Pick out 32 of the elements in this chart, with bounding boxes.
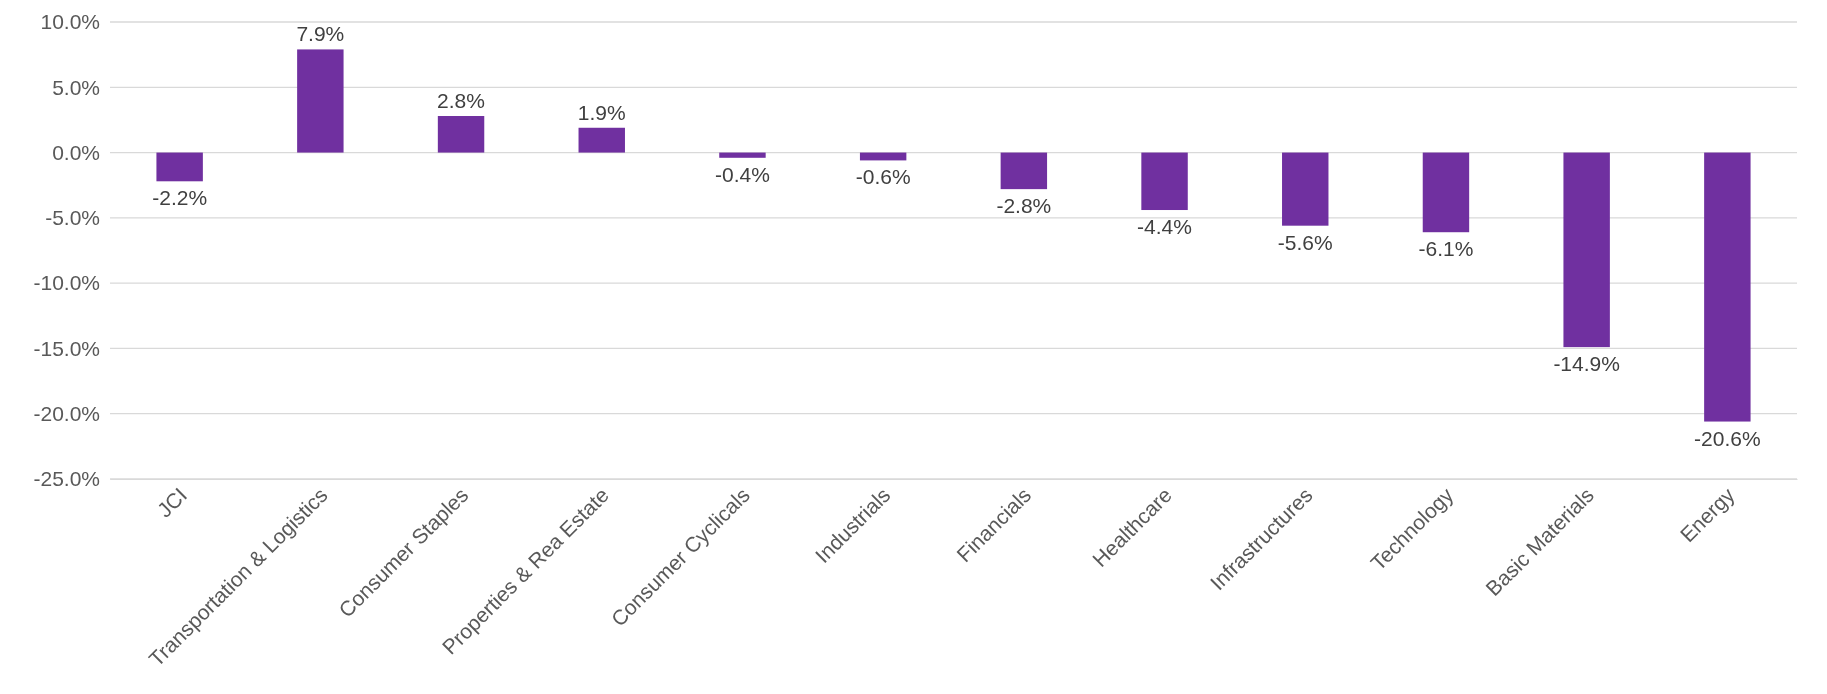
data-label: -0.6% bbox=[855, 165, 911, 189]
data-label: -20.6% bbox=[1694, 426, 1761, 450]
y-tick-label: 5.0% bbox=[52, 75, 100, 99]
data-label: 2.8% bbox=[437, 89, 485, 113]
bar bbox=[1282, 152, 1329, 226]
data-label: -0.4% bbox=[715, 162, 770, 186]
data-label: -6.1% bbox=[1418, 237, 1474, 261]
data-label: 7.9% bbox=[296, 22, 345, 46]
y-tick-label: -25.0% bbox=[33, 467, 100, 491]
bar bbox=[1563, 152, 1610, 348]
data-label: -2.8% bbox=[996, 194, 1052, 218]
bar bbox=[297, 49, 344, 153]
bar bbox=[1141, 152, 1188, 211]
data-label: -2.2% bbox=[152, 186, 208, 210]
bar bbox=[1422, 152, 1470, 233]
data-label: -4.4% bbox=[1137, 215, 1192, 239]
bar bbox=[1704, 152, 1751, 422]
bar bbox=[1000, 152, 1048, 190]
data-label: -5.6% bbox=[1277, 230, 1333, 254]
x-tick-label: JCI bbox=[152, 483, 192, 522]
y-tick-label: 0.0% bbox=[52, 140, 100, 164]
y-tick-label: -15.0% bbox=[33, 336, 100, 360]
y-tick-label: -5.0% bbox=[45, 206, 100, 230]
data-label: 1.9% bbox=[577, 100, 626, 124]
y-tick-label: -10.0% bbox=[33, 271, 100, 295]
bar bbox=[719, 152, 766, 158]
bar bbox=[437, 116, 485, 153]
data-label: -14.9% bbox=[1553, 352, 1620, 376]
y-tick-label: -20.0% bbox=[33, 401, 100, 425]
y-tick-label: 10.0% bbox=[40, 10, 100, 34]
bar bbox=[578, 127, 625, 153]
bar bbox=[156, 152, 203, 182]
